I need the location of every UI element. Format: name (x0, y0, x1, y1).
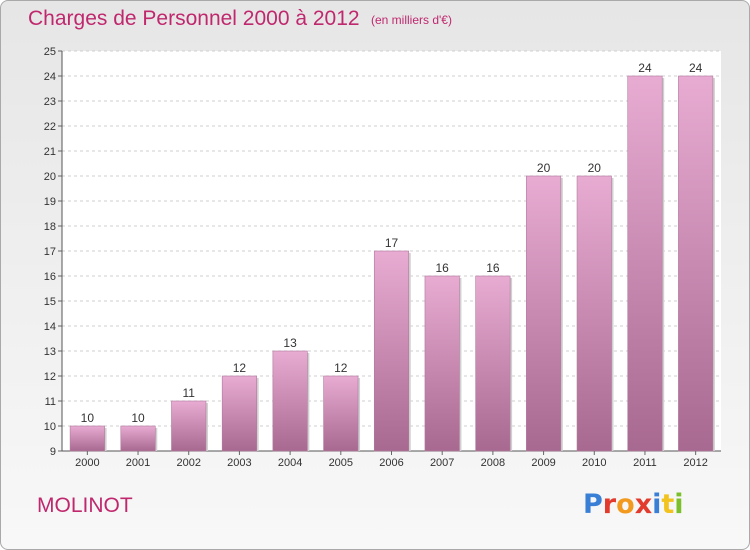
data-label: 16 (436, 261, 450, 275)
bar (373, 250, 410, 452)
y-tick-label: 9 (50, 446, 56, 458)
data-label: 20 (588, 161, 602, 175)
data-label: 10 (131, 411, 145, 425)
y-tick-label: 14 (44, 321, 56, 333)
data-label: 10 (81, 411, 95, 425)
y-tick-label: 21 (44, 146, 56, 158)
logo-letter: r (602, 489, 617, 520)
x-tick-label: 2012 (683, 457, 707, 469)
y-tick-label: 22 (44, 121, 56, 133)
bar (272, 350, 308, 452)
logo-letter: i (674, 489, 684, 520)
data-label: 17 (385, 236, 399, 250)
logo-letter: i (652, 489, 662, 520)
y-tick-label: 20 (44, 171, 56, 183)
y-tick-label: 15 (44, 296, 56, 308)
y-tick-label: 12 (44, 371, 56, 383)
bar (120, 425, 156, 452)
x-tick-label: 2009 (531, 457, 555, 469)
y-tick-label: 13 (44, 346, 56, 358)
bar (221, 375, 257, 452)
commune-name: MOLINOT (37, 494, 133, 517)
logo-letter: P (583, 489, 603, 520)
x-tick-label: 2001 (126, 457, 150, 469)
x-tick-label: 2010 (582, 457, 606, 469)
y-tick-label: 18 (44, 221, 56, 233)
chart-subtitle: (en milliers d'€) (371, 13, 452, 27)
bar (323, 375, 359, 452)
data-label: 12 (233, 361, 247, 375)
y-tick-label: 24 (44, 71, 56, 83)
y-tick-label: 10 (44, 421, 56, 433)
data-label: 13 (283, 336, 297, 350)
bar (171, 400, 207, 452)
x-tick-label: 2006 (379, 457, 403, 469)
y-tick-label: 17 (44, 246, 56, 258)
data-label: 24 (638, 61, 652, 75)
y-tick-label: 16 (44, 271, 56, 283)
x-tick-label: 2003 (227, 457, 251, 469)
data-label: 11 (182, 386, 195, 400)
chart-title: Charges de Personnel 2000 à 2012 (28, 7, 360, 30)
logo-letter: t (661, 489, 675, 520)
x-tick-label: 2005 (329, 457, 353, 469)
y-tick-label: 11 (45, 396, 56, 408)
y-tick-label: 23 (44, 96, 56, 108)
bar (69, 425, 105, 452)
proxiti-logo[interactable]: Proxiti (583, 489, 684, 520)
y-tick-label: 19 (44, 196, 56, 208)
logo-letter: x (634, 489, 653, 520)
data-label: 20 (537, 161, 551, 175)
bar (424, 275, 460, 452)
bar (526, 175, 562, 452)
bar (576, 175, 612, 452)
x-tick-label: 2007 (430, 457, 454, 469)
x-tick-label: 2002 (176, 457, 200, 469)
data-label: 12 (334, 361, 348, 375)
x-tick-label: 2004 (278, 457, 302, 469)
bar (678, 75, 714, 452)
bar (475, 275, 511, 452)
logo-letter: o (616, 489, 635, 520)
x-tick-label: 2011 (633, 457, 657, 469)
x-tick-label: 2000 (75, 457, 99, 469)
y-tick-label: 25 (44, 46, 56, 58)
data-label: 16 (486, 261, 500, 275)
bar (627, 75, 663, 452)
x-tick-label: 2008 (481, 457, 505, 469)
data-label: 24 (689, 61, 703, 75)
